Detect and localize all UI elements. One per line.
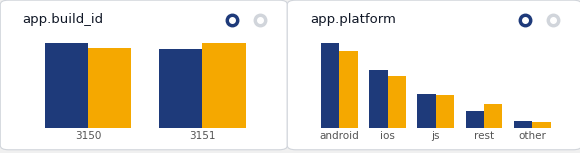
Bar bbox=[159, 49, 202, 128]
Bar bbox=[387, 76, 406, 128]
Bar bbox=[514, 121, 532, 128]
Bar bbox=[436, 95, 454, 128]
Bar bbox=[88, 48, 132, 128]
FancyBboxPatch shape bbox=[0, 0, 288, 150]
Bar bbox=[466, 111, 484, 128]
Bar bbox=[45, 43, 88, 128]
Bar bbox=[484, 104, 502, 128]
FancyBboxPatch shape bbox=[287, 0, 580, 150]
Bar bbox=[339, 51, 358, 128]
Bar bbox=[369, 70, 387, 128]
Bar bbox=[202, 43, 246, 128]
Bar bbox=[532, 122, 551, 128]
Text: app.platform: app.platform bbox=[310, 13, 396, 26]
Bar bbox=[321, 43, 339, 128]
Bar bbox=[418, 94, 436, 128]
Text: app.build_id: app.build_id bbox=[23, 13, 103, 26]
